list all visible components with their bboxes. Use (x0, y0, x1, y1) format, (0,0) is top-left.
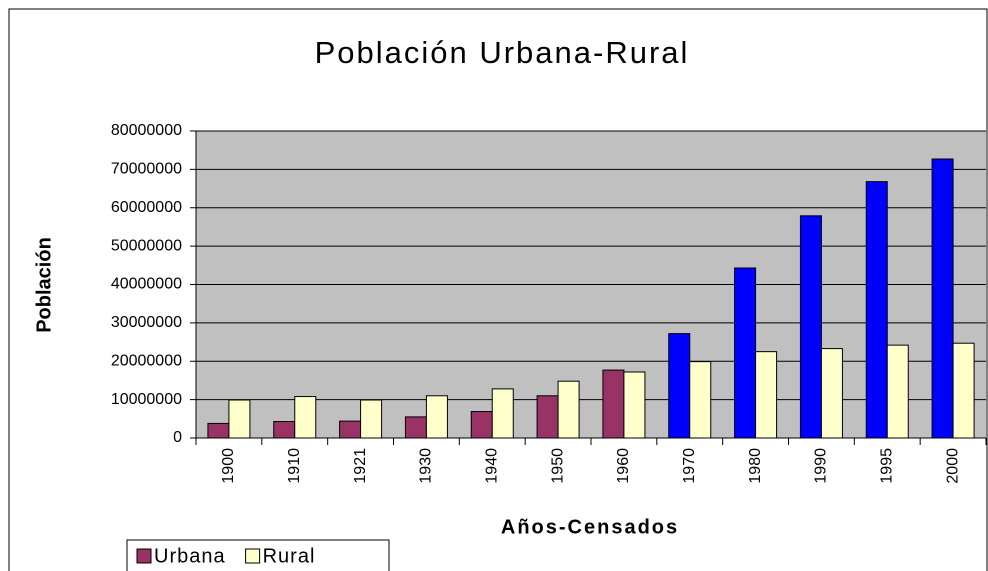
legend-swatch (245, 548, 261, 564)
bar (755, 351, 778, 439)
bar (491, 388, 514, 439)
legend-swatch (136, 548, 152, 564)
bar (799, 215, 822, 439)
bar (536, 395, 559, 439)
bar (602, 369, 625, 439)
bar (273, 420, 296, 439)
bar (865, 181, 888, 439)
bar (207, 422, 230, 439)
x-tick-label: 1960 (615, 448, 632, 484)
bar (294, 396, 317, 439)
x-tick-label: 1980 (747, 448, 764, 484)
x-tick-label: 1995 (878, 448, 895, 484)
bar (228, 399, 251, 439)
bar (952, 342, 975, 439)
x-tick-label: 1910 (286, 448, 303, 484)
y-tick-label: 70000000 (111, 161, 182, 178)
bar (404, 416, 427, 439)
y-tick-label: 80000000 (111, 122, 182, 139)
bar (425, 395, 448, 439)
legend-label: Rural (263, 545, 316, 567)
bar (360, 399, 383, 439)
y-tick-label: 10000000 (111, 391, 182, 408)
chart-title: Población Urbana-Rural (315, 35, 690, 70)
y-tick-label: 50000000 (111, 237, 182, 254)
y-tick-label: 40000000 (111, 276, 182, 293)
bar (668, 333, 691, 439)
y-tick-label: 30000000 (111, 314, 182, 331)
x-tick-label: 1990 (813, 448, 830, 484)
bar (689, 361, 712, 439)
bar (557, 380, 580, 439)
x-tick-label: 2000 (944, 448, 961, 484)
bar (886, 344, 909, 439)
legend-label: Urbana (154, 545, 226, 567)
y-tick-label: 0 (173, 429, 182, 446)
bar (623, 371, 646, 439)
x-tick-label: 1900 (220, 448, 237, 484)
bar (734, 267, 757, 439)
x-tick-label: 1950 (549, 448, 566, 484)
bar (931, 158, 954, 439)
y-axis-title: Población (33, 237, 55, 333)
bar (470, 411, 493, 439)
x-tick-label: 1921 (352, 448, 369, 484)
x-tick-label: 1930 (418, 448, 435, 484)
bar (339, 420, 362, 439)
bar (820, 348, 843, 439)
y-tick-label: 60000000 (111, 199, 182, 216)
x-axis-title: Años-Censados (501, 516, 679, 538)
y-tick-label: 20000000 (111, 352, 182, 369)
x-tick-label: 1940 (483, 448, 500, 484)
x-tick-label: 1970 (681, 448, 698, 484)
